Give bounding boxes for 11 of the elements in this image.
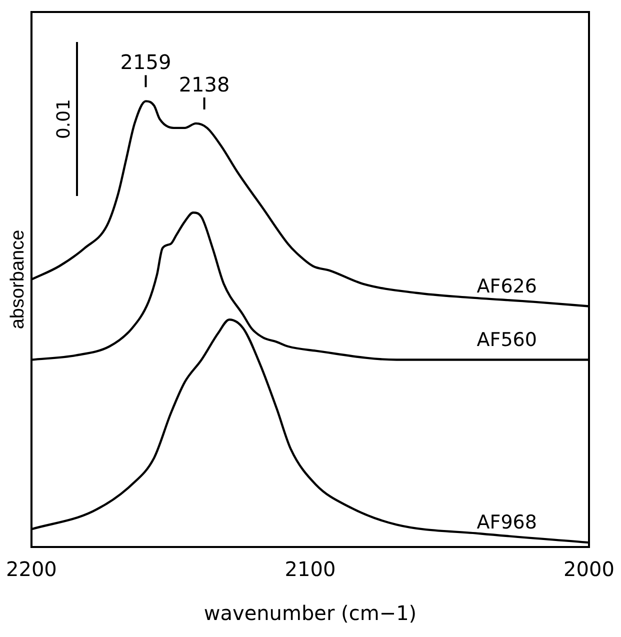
x-tick-label: 2200 — [6, 557, 57, 582]
x-tick-label: 2100 — [284, 557, 336, 582]
series-label: AF626 — [476, 275, 537, 298]
series-label: AF968 — [476, 512, 537, 534]
x-axis-title: wavenumber (cm−1) — [204, 601, 417, 626]
annotation: 2159 — [120, 50, 172, 74]
annotation: 0.01 — [53, 98, 74, 140]
y-axis-title: absorbance — [7, 230, 28, 330]
series-label: AF560 — [476, 328, 537, 351]
x-tick-label: 2000 — [564, 557, 614, 582]
annotation: 2138 — [178, 72, 230, 96]
